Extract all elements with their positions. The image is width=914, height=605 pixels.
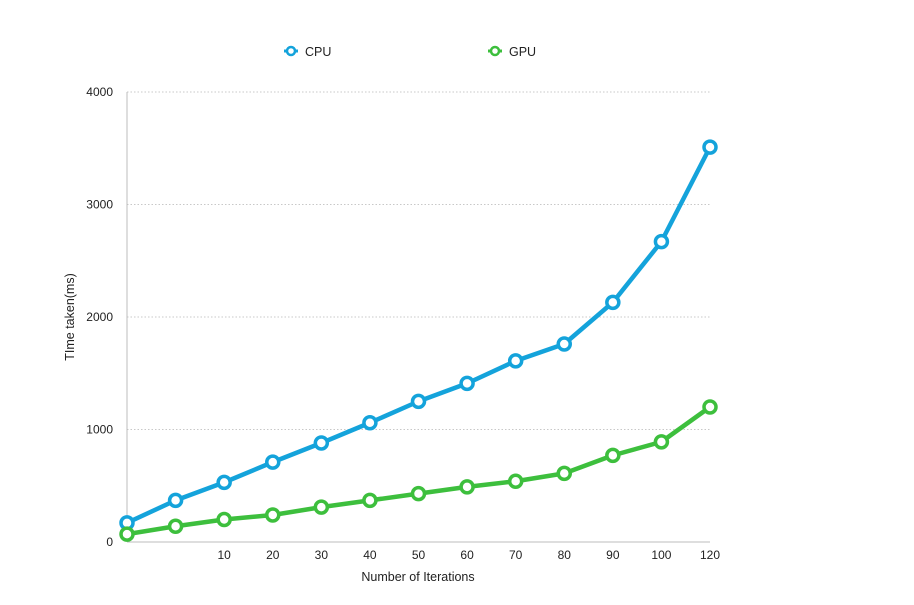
data-point-cpu — [653, 233, 670, 250]
data-point-cpu — [313, 435, 330, 451]
data-point-gpu — [410, 485, 427, 502]
data-point-gpu — [702, 399, 718, 415]
data-point-gpu — [653, 434, 670, 450]
data-point-gpu — [167, 518, 184, 534]
y-tick-label: 2000 — [86, 310, 113, 324]
x-tick-label: 40 — [363, 548, 377, 562]
series-line-gpu — [124, 404, 713, 537]
legend-label: CPU — [305, 45, 331, 59]
data-point-cpu — [167, 492, 184, 509]
data-point-gpu — [313, 499, 330, 515]
y-tick-label: 0 — [106, 535, 113, 549]
data-point-gpu — [362, 492, 378, 509]
y-axis-label: TIme taken(ms) — [63, 273, 77, 361]
x-tick-label: 120 — [700, 548, 720, 562]
series-lines — [119, 139, 718, 542]
data-point-cpu — [216, 474, 232, 491]
legend-item-gpu: GPU — [488, 45, 536, 59]
data-point-cpu — [410, 393, 427, 410]
data-point-gpu — [119, 526, 135, 542]
x-tick-label: 50 — [412, 548, 426, 562]
x-tick-label: 80 — [558, 548, 572, 562]
data-point-gpu — [265, 507, 281, 523]
gridlines — [127, 91, 710, 430]
x-tick-label: 30 — [315, 548, 329, 562]
y-tick-label: 4000 — [86, 85, 113, 99]
x-tick-label: 20 — [266, 548, 280, 562]
data-point-gpu — [605, 447, 621, 464]
data-point-cpu — [507, 353, 524, 369]
x-tick-labels: 10 20 30 40 50 60 70 80 90 100 120 — [217, 548, 720, 562]
data-point-gpu — [556, 465, 572, 482]
legend-label: GPU — [509, 45, 536, 59]
y-tick-labels: 0 1000 2000 3000 4000 — [86, 85, 113, 549]
x-tick-label: 100 — [651, 548, 671, 562]
x-axis-label: Number of Iterations — [361, 570, 474, 584]
data-point-cpu — [556, 336, 572, 352]
x-tick-label: 90 — [606, 548, 620, 562]
legend-marker — [489, 45, 501, 57]
x-tick-label: 60 — [460, 548, 474, 562]
x-tick-label: 70 — [509, 548, 523, 562]
legend-item-cpu: CPU — [284, 45, 331, 59]
axes — [126, 92, 710, 543]
legend-marker — [285, 45, 297, 57]
data-point-gpu — [459, 479, 475, 495]
data-point-gpu — [216, 511, 232, 528]
data-point-cpu — [362, 415, 378, 431]
data-point-cpu — [265, 454, 281, 470]
series-line-cpu — [124, 144, 713, 526]
y-tick-label: 3000 — [86, 198, 113, 212]
data-point-gpu — [507, 473, 524, 489]
y-tick-label: 1000 — [86, 423, 113, 437]
legend: CPU GPU — [284, 45, 536, 59]
data-point-cpu — [702, 139, 718, 155]
data-point-cpu — [459, 375, 475, 392]
data-point-cpu — [605, 294, 621, 311]
x-tick-label: 10 — [217, 548, 231, 562]
